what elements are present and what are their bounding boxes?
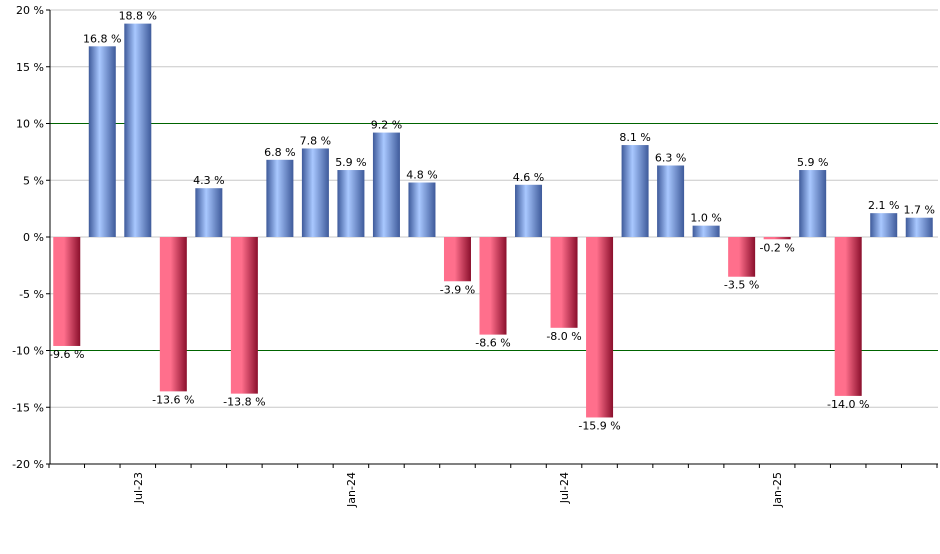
data-label: -8.0 % [546,330,581,343]
bar [301,148,329,237]
bar [870,213,898,237]
data-label: -3.9 % [440,283,475,296]
y-tick-label: 15 % [16,61,44,74]
data-label: -9.6 % [49,348,84,361]
data-label: -13.6 % [152,393,194,406]
data-label: 5.9 % [797,156,828,169]
data-label: -8.6 % [475,337,510,350]
bar [230,237,258,394]
y-tick-label: 20 % [16,4,44,17]
data-label: 2.1 % [868,199,899,212]
bar [479,237,507,335]
x-tick-label: Jul-24 [558,472,571,504]
y-tick-label: -20 % [12,458,44,471]
y-tick-label: 0 % [23,231,44,244]
data-label: 8.1 % [619,131,650,144]
data-label: 9.2 % [371,119,402,132]
data-label: 7.8 % [300,134,331,147]
y-tick-label: -10 % [12,345,44,358]
bar [692,225,720,237]
data-label: 16.8 % [83,32,121,45]
bar [799,170,827,237]
data-label: 4.3 % [193,174,224,187]
bar [124,23,152,238]
bar [586,237,614,418]
data-label: 1.7 % [904,204,935,217]
bar [88,46,116,237]
bar [834,237,862,396]
data-label: 18.8 % [119,10,157,23]
bar [337,170,365,237]
y-tick-label: 5 % [23,174,44,187]
bar [763,237,791,240]
data-label: -14.0 % [827,398,869,411]
bar [53,237,81,346]
bar [159,237,187,392]
bar [905,217,933,237]
bar [621,145,649,237]
bar [550,237,578,328]
data-label: -0.2 % [759,241,794,254]
bar [195,188,223,237]
data-label: 4.6 % [513,171,544,184]
data-label: 6.3 % [655,151,686,164]
bar [657,165,685,237]
data-label: 6.8 % [264,146,295,159]
bars [53,23,933,418]
y-tick-label: -15 % [12,401,44,414]
bar [728,237,756,277]
data-label: -3.5 % [724,279,759,292]
axes: 20 % 15 % 10 % 5 % 0 % -5 % -10 % -15 % -20 % Jul… [12,4,938,508]
bar [266,159,294,237]
value-labels: -9.6 % 16.8 % 18.8 % -13.6 % 4.3 % -13.8 % 6.8… [49,10,935,433]
data-label: 1.0 % [690,212,721,225]
y-tick-label: 10 % [16,118,44,131]
bar [408,182,436,237]
bar [515,184,543,237]
y-tick-label: -5 % [19,288,44,301]
x-tick-label: Jan-24 [345,472,358,508]
data-label: -15.9 % [578,419,620,432]
data-label: 5.9 % [335,156,366,169]
x-tick-label: Jan-25 [771,472,784,508]
data-label: -13.8 % [223,396,265,409]
x-tick-label: Jul-23 [132,472,145,504]
data-label: 4.8 % [406,169,437,182]
bar [443,237,471,282]
bar [372,132,400,237]
